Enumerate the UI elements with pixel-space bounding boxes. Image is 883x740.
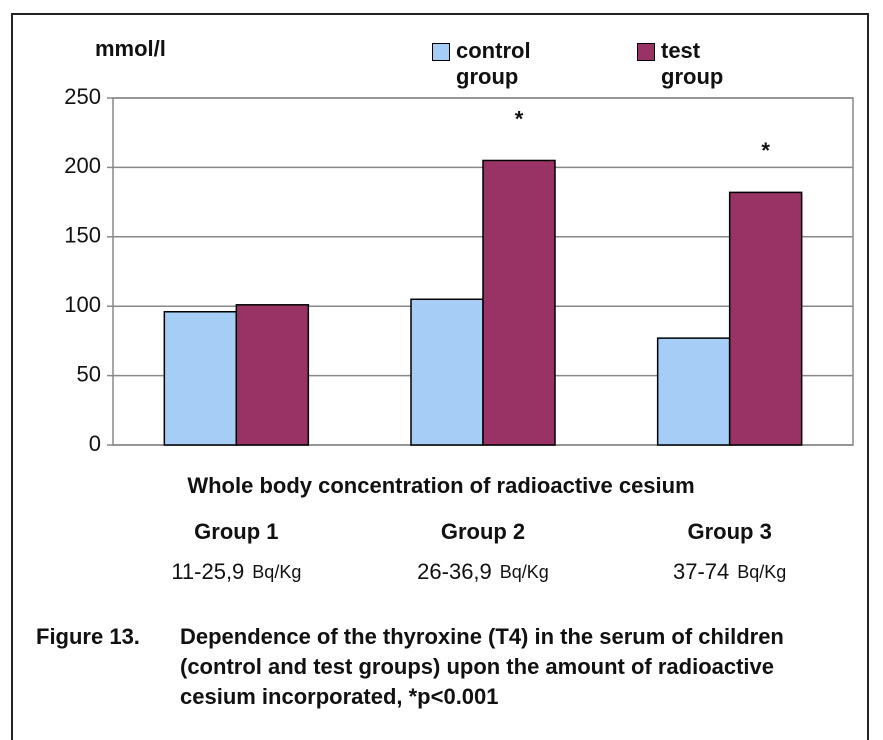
y-axis-label: mmol/l — [95, 36, 166, 61]
range: 37-74 — [673, 559, 729, 584]
range: 26-36,9 — [417, 559, 492, 584]
legend-label: control group — [456, 38, 531, 89]
x-tick-label: Group 1 — [194, 519, 278, 544]
y-tick-label: 0 — [89, 431, 101, 456]
x-axis-label: Whole body concentration of radioactive … — [187, 473, 694, 498]
significance-mark: * — [515, 106, 524, 131]
bar — [656, 337, 731, 446]
range-unit: Bq/Kg — [252, 562, 301, 582]
bar — [410, 298, 484, 446]
caption: Figure 13. Dependence of the thyroxine (… — [36, 622, 836, 712]
legend-swatch — [432, 43, 450, 61]
range: 11-25,9 — [171, 559, 244, 584]
y-tick-label: 150 — [64, 223, 101, 248]
figure-label: Figure 13. — [36, 624, 140, 649]
significance-mark: * — [761, 138, 770, 163]
bar — [482, 159, 556, 446]
y-tick-label: 250 — [64, 84, 101, 109]
range-unit: Bq/Kg — [500, 562, 549, 582]
range-unit: Bq/Kg — [737, 562, 786, 582]
y-tick-label: 100 — [64, 292, 101, 317]
category-range: 11-25,9 Bq/Kg — [171, 559, 301, 584]
y-tick-label: 50 — [77, 361, 101, 386]
legend-swatch — [637, 43, 655, 61]
caption-text: Dependence of the thyroxine (T4) in the … — [180, 624, 784, 709]
frame — [11, 13, 869, 740]
bar — [235, 304, 310, 446]
y-tick-label: 200 — [64, 153, 101, 178]
bar — [728, 191, 803, 446]
category-range: 37-74 Bq/Kg — [673, 559, 786, 584]
x-tick-label: Group 2 — [441, 519, 525, 544]
category-range: 26-36,9 Bq/Kg — [417, 559, 549, 584]
legend-label: test group — [661, 38, 724, 89]
x-tick-label: Group 3 — [687, 519, 771, 544]
bar — [163, 311, 238, 446]
